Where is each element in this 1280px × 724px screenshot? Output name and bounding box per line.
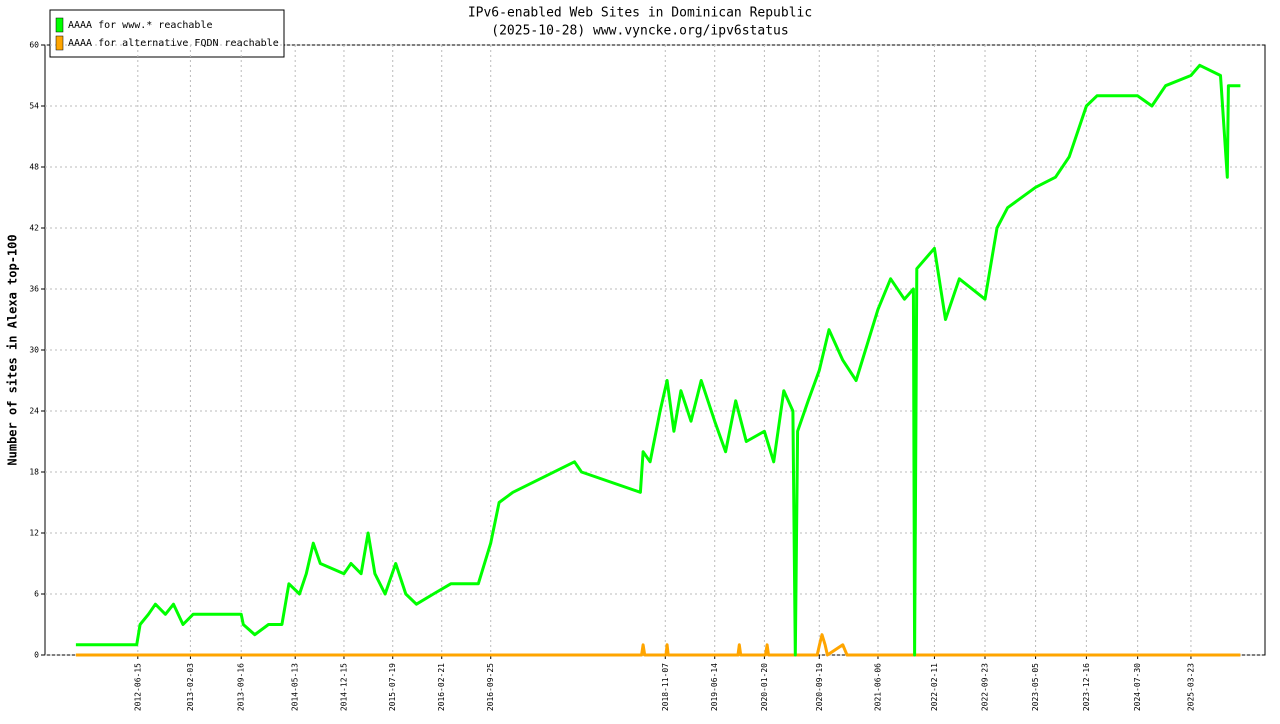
legend — [49, 9, 285, 58]
x-tick-label: 2013-02-03 — [186, 663, 195, 711]
y-tick-label: 48 — [29, 163, 39, 172]
y-tick-label: 54 — [29, 102, 39, 111]
x-tick-label: 2013-09-16 — [237, 663, 246, 711]
x-tick-label: 2023-12-16 — [1082, 663, 1091, 711]
x-tick-label: 2014-12-15 — [339, 663, 348, 711]
legend-label: AAAA for alternative FQDN reachable — [68, 38, 279, 49]
series-line — [75, 633, 1241, 657]
chart-title: IPv6-enabled Web Sites in Dominican Repu… — [468, 6, 812, 21]
series-line — [75, 63, 1241, 657]
chart-subtitle: (2025-10-28) www.vyncke.org/ipv6status — [491, 24, 788, 39]
y-tick-label: 18 — [29, 468, 39, 477]
x-tick-label: 2021-06-06 — [873, 663, 882, 711]
x-tick-label: 2023-05-05 — [1031, 663, 1040, 711]
y-tick-label: 12 — [29, 529, 39, 538]
y-tick-label: 42 — [29, 224, 39, 233]
x-tick-label: 2014-05-13 — [291, 663, 300, 711]
x-tick-label: 2022-09-23 — [981, 663, 990, 711]
y-tick-label: 24 — [29, 407, 39, 416]
y-tick-label: 60 — [29, 41, 39, 50]
x-tick-label: 2020-09-19 — [815, 663, 824, 711]
legend-swatch — [55, 35, 64, 51]
y-tick-label: 36 — [29, 285, 39, 294]
y-tick-label: 0 — [34, 651, 39, 660]
x-tick-label: 2016-09-25 — [486, 663, 495, 711]
y-tick-label: 6 — [34, 590, 39, 599]
legend-swatch — [55, 17, 64, 33]
x-tick-label: 2019-06-14 — [710, 663, 719, 711]
x-tick-label: 2018-11-07 — [661, 663, 670, 711]
legend-label: AAAA for www.* reachable — [68, 20, 213, 31]
x-tick-label: 2015-07-19 — [388, 663, 397, 711]
y-axis-label: Number of sites in Alexa top-100 — [6, 234, 20, 465]
x-tick-label: 2012-06-15 — [133, 663, 142, 711]
x-tick-label: 2024-07-30 — [1133, 663, 1142, 711]
x-tick-label: 2016-02-21 — [437, 663, 446, 711]
x-tick-label: 2025-03-23 — [1186, 663, 1195, 711]
x-tick-label: 2022-02-11 — [930, 663, 939, 711]
y-tick-label: 30 — [29, 346, 39, 355]
x-tick-label: 2020-01-20 — [760, 663, 769, 711]
